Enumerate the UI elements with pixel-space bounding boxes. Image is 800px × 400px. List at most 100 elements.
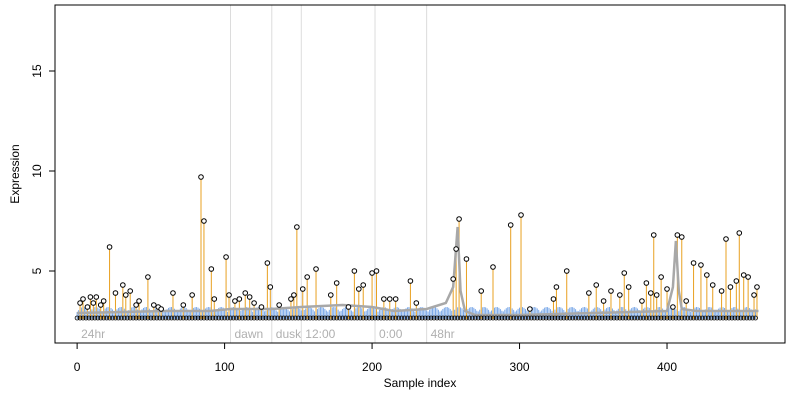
baseline-point [685,315,691,321]
peak-point [106,244,113,250]
baseline-point [110,315,115,321]
baseline-point [399,315,404,321]
peak-point [456,216,462,222]
baseline-point [410,315,416,321]
baseline-point [667,315,673,321]
baseline-point [543,315,549,321]
baseline-point [641,315,646,321]
baseline-point [180,315,186,321]
peak-point [507,222,514,228]
baseline-point [413,315,419,321]
baseline-point [576,315,581,321]
baseline-point [86,315,92,321]
baseline-point [720,315,726,321]
baseline-point [425,315,431,321]
baseline-point [511,315,517,321]
baseline-point [107,315,112,321]
baseline-point [437,315,443,321]
peak-point [90,300,97,306]
baseline-point [245,315,251,321]
baseline-point [295,315,301,321]
baseline-point [166,315,171,321]
baseline-point [354,315,360,321]
baseline-point [691,315,696,321]
baseline-point [664,315,670,321]
peak-point [453,246,459,252]
y-tick-label: 15 [30,64,44,78]
baseline-point [331,315,337,321]
baseline-point [741,315,747,321]
peak-point [211,296,218,302]
peak-point [718,288,725,294]
peak-point [664,286,670,292]
peak-point [600,298,607,304]
peak-point [351,268,358,274]
baseline-point [753,315,758,321]
x-tick-label: 100 [215,360,235,374]
peak-point [490,264,496,270]
peak-point [670,304,676,310]
peak-point [232,298,238,304]
baseline-point [658,315,664,321]
baseline-point [225,315,230,321]
baseline-point [242,315,248,321]
baseline-point [564,315,570,321]
baseline-point [222,315,227,321]
baseline-point [393,315,399,321]
x-tick-label: 200 [362,360,382,374]
peak-point [745,274,751,280]
baseline-point [334,315,340,321]
peak-point [625,284,632,290]
baseline-point [124,315,130,321]
baseline-point [673,315,679,321]
baseline-point [729,315,735,321]
baseline-point [351,315,357,321]
peak-point [208,266,215,272]
peak-point [288,296,294,302]
baseline-point [116,315,121,321]
peak-point [736,230,743,236]
baseline-point [502,315,508,321]
baseline-point [549,315,555,321]
baseline-point [127,315,133,321]
baseline-point [372,315,378,321]
peak-point [678,234,685,240]
peak-point [84,304,91,310]
y-tick-label: 10 [30,164,44,178]
baseline-point [464,315,469,321]
baseline-point [343,315,348,321]
baseline-point [104,315,110,321]
baseline-point [614,315,620,321]
baseline-point [584,315,590,321]
peak-point [294,224,300,230]
data-points [74,174,760,321]
peak-point [373,268,380,274]
peak-point [586,290,592,296]
baseline-point [514,315,519,321]
baseline-point [611,315,617,321]
baseline-point [493,315,499,321]
baseline-point [319,315,325,321]
peak-point [327,292,334,298]
baseline-point [646,315,652,321]
baseline-point [484,315,490,321]
baseline-point [617,315,623,321]
baseline-point [570,315,576,321]
baseline-point [593,315,599,321]
baseline-point [467,315,472,321]
baseline-point [272,315,278,321]
phase-label: dusk [276,327,302,341]
baseline-point [101,315,107,321]
peak-point [754,284,760,290]
baseline-point [552,315,558,321]
peak-point [386,296,393,302]
baseline-point [573,315,578,321]
baseline-point [263,315,269,321]
baseline-point [316,315,322,321]
peak-point [264,260,271,266]
baseline-point [620,315,626,321]
baseline-point [231,315,236,321]
baseline-point [136,315,142,321]
baseline-point [487,315,493,321]
